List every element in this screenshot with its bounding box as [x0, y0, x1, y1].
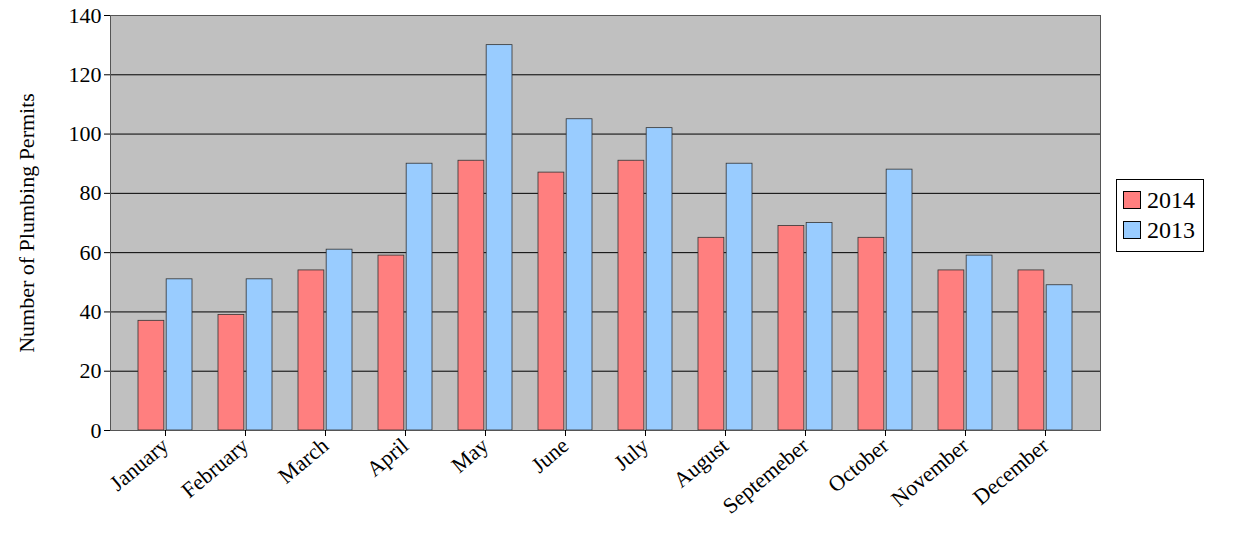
svg-text:March: March: [273, 433, 333, 489]
svg-text:October: October: [823, 432, 894, 497]
svg-text:20: 20: [80, 358, 102, 383]
svg-text:April: April: [362, 433, 414, 482]
svg-text:100: 100: [69, 121, 102, 146]
svg-text:60: 60: [80, 240, 102, 265]
svg-text:140: 140: [69, 3, 102, 28]
html-text:2013: 2013: [1147, 216, 1195, 243]
svg-text:May: May: [446, 433, 493, 478]
svg-text:June: June: [526, 433, 573, 478]
html-text:2014: 2014: [1147, 186, 1195, 213]
svg-text:120: 120: [69, 62, 102, 87]
svg-text:July: July: [609, 433, 653, 476]
svg-text:0: 0: [91, 418, 102, 443]
svg-text:Septemeber: Septemeber: [718, 432, 814, 518]
svg-text:November: November: [886, 432, 974, 511]
svg-text:August: August: [668, 433, 733, 493]
svg-text:February: February: [176, 433, 253, 503]
svg-text:Number of Plumbing Permits: Number of Plumbing Permits: [14, 93, 39, 353]
svg-text:January: January: [105, 433, 173, 496]
svg-text:December: December: [968, 432, 1054, 510]
svg-text:80: 80: [80, 180, 102, 205]
svg-text:40: 40: [80, 299, 102, 324]
